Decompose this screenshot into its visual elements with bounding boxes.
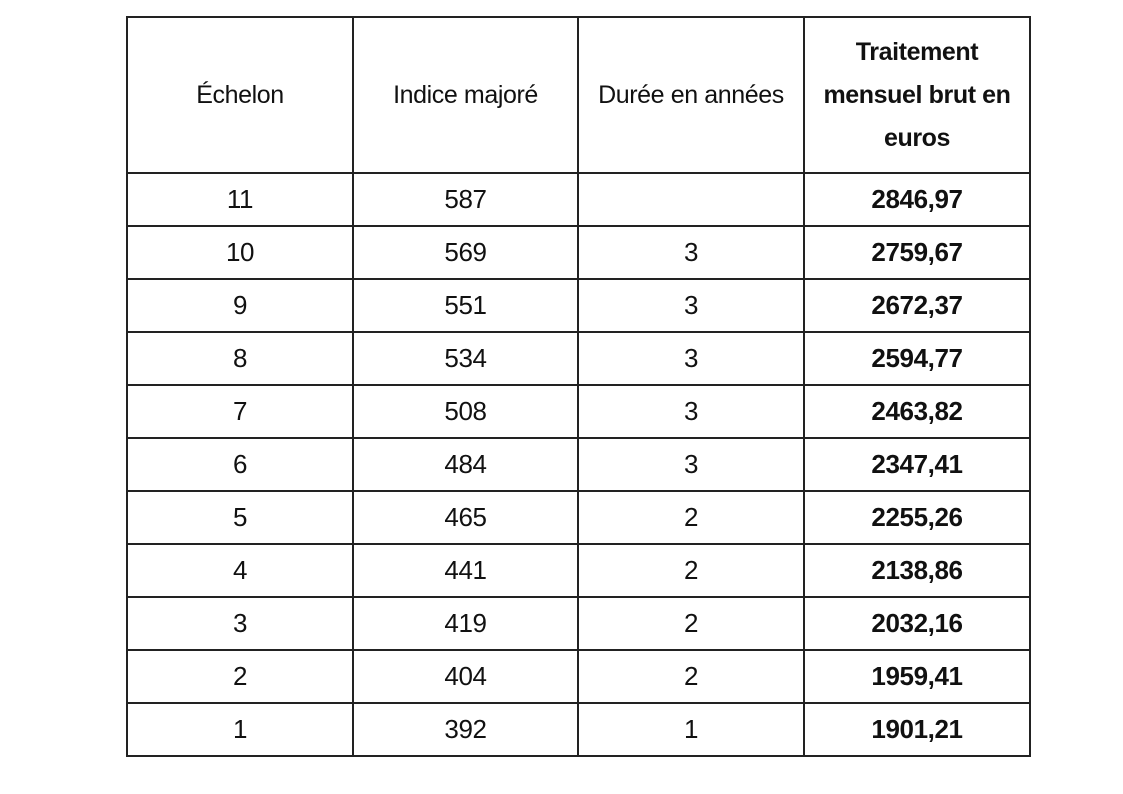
header-traitement: Traitement mensuel brut en euros	[803, 16, 1031, 174]
cell-indice: 484	[352, 437, 579, 492]
table-row: 7 508 3 2463,82	[126, 384, 1031, 439]
header-row: Échelon Indice majoré Durée en années Tr…	[126, 16, 1031, 174]
table-row: 1 392 1 1901,21	[126, 702, 1031, 757]
cell-duree: 3	[577, 437, 805, 492]
cell-echelon: 5	[126, 490, 354, 545]
cell-indice: 419	[352, 596, 579, 651]
cell-traitement: 2759,67	[803, 225, 1031, 280]
table-header: Échelon Indice majoré Durée en années Tr…	[126, 16, 1031, 174]
cell-indice: 569	[352, 225, 579, 280]
table-row: 2 404 2 1959,41	[126, 649, 1031, 704]
cell-duree: 3	[577, 278, 805, 333]
cell-echelon: 4	[126, 543, 354, 598]
cell-echelon: 6	[126, 437, 354, 492]
cell-echelon: 11	[126, 172, 354, 227]
cell-echelon: 3	[126, 596, 354, 651]
cell-duree: 3	[577, 225, 805, 280]
table-row: 5 465 2 2255,26	[126, 490, 1031, 545]
cell-traitement: 2347,41	[803, 437, 1031, 492]
cell-indice: 392	[352, 702, 579, 757]
cell-indice: 534	[352, 331, 579, 386]
table-row: 4 441 2 2138,86	[126, 543, 1031, 598]
table-row: 11 587 2846,97	[126, 172, 1031, 227]
header-indice-majore: Indice majoré	[352, 16, 579, 174]
table-row: 9 551 3 2672,37	[126, 278, 1031, 333]
table-row: 3 419 2 2032,16	[126, 596, 1031, 651]
cell-duree: 2	[577, 596, 805, 651]
cell-indice: 465	[352, 490, 579, 545]
cell-indice: 404	[352, 649, 579, 704]
cell-echelon: 2	[126, 649, 354, 704]
cell-echelon: 8	[126, 331, 354, 386]
cell-echelon: 9	[126, 278, 354, 333]
cell-duree	[577, 172, 805, 227]
cell-traitement: 2138,86	[803, 543, 1031, 598]
cell-indice: 508	[352, 384, 579, 439]
cell-duree: 3	[577, 384, 805, 439]
table-row: 6 484 3 2347,41	[126, 437, 1031, 492]
cell-traitement: 1959,41	[803, 649, 1031, 704]
cell-duree: 3	[577, 331, 805, 386]
cell-traitement: 2846,97	[803, 172, 1031, 227]
cell-duree: 1	[577, 702, 805, 757]
header-duree: Durée en années	[577, 16, 805, 174]
cell-indice: 587	[352, 172, 579, 227]
cell-traitement: 2032,16	[803, 596, 1031, 651]
cell-indice: 551	[352, 278, 579, 333]
salary-grid-table: Échelon Indice majoré Durée en années Tr…	[126, 16, 1031, 757]
cell-echelon: 1	[126, 702, 354, 757]
cell-traitement: 2463,82	[803, 384, 1031, 439]
cell-duree: 2	[577, 543, 805, 598]
table-row: 8 534 3 2594,77	[126, 331, 1031, 386]
table-body: 11 587 2846,97 10 569 3 2759,67 9 551 3 …	[126, 172, 1031, 757]
cell-echelon: 7	[126, 384, 354, 439]
cell-traitement: 2672,37	[803, 278, 1031, 333]
cell-traitement: 2594,77	[803, 331, 1031, 386]
cell-echelon: 10	[126, 225, 354, 280]
cell-traitement: 1901,21	[803, 702, 1031, 757]
header-echelon: Échelon	[126, 16, 354, 174]
table-row: 10 569 3 2759,67	[126, 225, 1031, 280]
cell-indice: 441	[352, 543, 579, 598]
cell-duree: 2	[577, 649, 805, 704]
cell-traitement: 2255,26	[803, 490, 1031, 545]
cell-duree: 2	[577, 490, 805, 545]
